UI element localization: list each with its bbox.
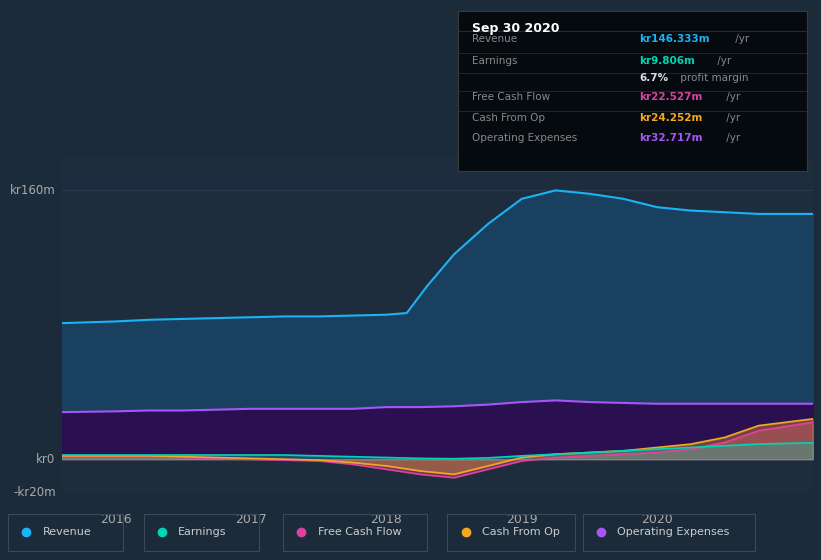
- Text: Free Cash Flow: Free Cash Flow: [318, 527, 401, 537]
- Text: profit margin: profit margin: [677, 73, 748, 83]
- Text: Earnings: Earnings: [472, 56, 517, 66]
- Text: -kr20m: -kr20m: [13, 486, 56, 500]
- Text: 2017: 2017: [235, 513, 267, 526]
- Text: Cash From Op: Cash From Op: [482, 527, 560, 537]
- Text: kr160m: kr160m: [10, 184, 56, 197]
- Text: 2016: 2016: [100, 513, 131, 526]
- Text: /yr: /yr: [722, 92, 740, 102]
- Text: kr24.252m: kr24.252m: [640, 113, 703, 123]
- Text: Sep 30 2020: Sep 30 2020: [472, 22, 560, 35]
- Text: kr9.806m: kr9.806m: [640, 56, 695, 66]
- Text: kr0: kr0: [36, 452, 56, 466]
- Text: 2020: 2020: [641, 513, 673, 526]
- Text: Operating Expenses: Operating Expenses: [617, 527, 730, 537]
- Text: Earnings: Earnings: [178, 527, 227, 537]
- Text: Revenue: Revenue: [43, 527, 91, 537]
- Text: /yr: /yr: [732, 34, 750, 44]
- Text: Operating Expenses: Operating Expenses: [472, 133, 577, 143]
- Text: Free Cash Flow: Free Cash Flow: [472, 92, 550, 102]
- Text: Cash From Op: Cash From Op: [472, 113, 545, 123]
- Text: kr22.527m: kr22.527m: [640, 92, 703, 102]
- Text: Revenue: Revenue: [472, 34, 517, 44]
- Text: /yr: /yr: [722, 133, 740, 143]
- Text: /yr: /yr: [722, 113, 740, 123]
- Text: 6.7%: 6.7%: [640, 73, 668, 83]
- Text: /yr: /yr: [713, 56, 731, 66]
- Text: kr32.717m: kr32.717m: [640, 133, 703, 143]
- Text: kr146.333m: kr146.333m: [640, 34, 710, 44]
- Text: 2019: 2019: [506, 513, 538, 526]
- Text: 2018: 2018: [370, 513, 402, 526]
